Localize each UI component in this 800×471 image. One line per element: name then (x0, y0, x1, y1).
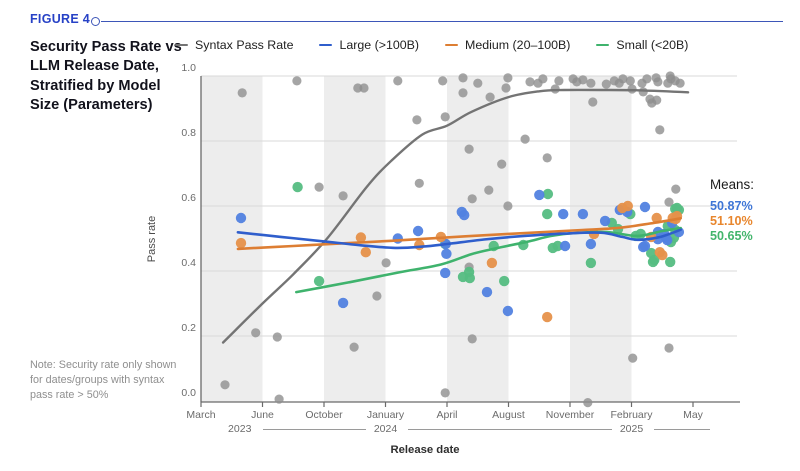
chart-title: Security Pass Rate vs LLM Release Date, … (30, 39, 182, 114)
y-tick-label: 0.0 (181, 387, 196, 399)
y-tick-label: 0.6 (181, 192, 196, 204)
y-tick-label: 1.0 (181, 62, 196, 74)
mean-value-large: 50.87% (710, 199, 753, 213)
means-label: Means: (710, 177, 754, 192)
x-tick-label: May (683, 409, 703, 421)
x-tick-label: November (545, 409, 595, 421)
legend-dash-icon (596, 43, 610, 47)
legend-dash-icon (445, 43, 459, 47)
x-tick-label: April (436, 409, 458, 421)
x-year-label: 2023 (228, 423, 252, 435)
trend-line-3 (295, 226, 682, 294)
points-syntax (220, 71, 685, 408)
header-rule-line (101, 21, 783, 22)
mean-value-small: 50.65% (710, 229, 753, 243)
year-connector-line (654, 429, 710, 430)
x-year-label: 2024 (373, 423, 398, 435)
header-rule-circle-icon (91, 17, 100, 26)
trend-line-1 (236, 228, 682, 250)
chart-note: Note: Security rate only shown for dates… (30, 359, 177, 402)
legend-item-syntax-pass-rate: Syntax Pass Rate (175, 38, 293, 52)
y-tick-label: 0.4 (181, 257, 196, 269)
legend-label: Small (<20B) (616, 38, 689, 52)
x-tick-label: January (366, 409, 405, 421)
means-panel: Means: 50.87% 51.10% 50.65% (710, 177, 754, 244)
x-tick-label: February (610, 409, 653, 421)
y-tick-label: 0.2 (181, 322, 196, 334)
x-tick-label: August (492, 409, 525, 421)
mean-value-medium: 51.10% (710, 214, 753, 228)
trend-line-2 (236, 217, 682, 251)
chart-legend: Syntax Pass Rate Large (>100B) Medium (2… (175, 38, 688, 52)
year-connector-line (263, 429, 366, 430)
legend-label: Medium (20–100B) (465, 38, 571, 52)
figure-label: FIGURE 4 (30, 12, 91, 26)
legend-item-small: Small (<20B) (596, 38, 688, 52)
x-year-label: 2025 (619, 423, 644, 435)
legend-dash-icon (319, 43, 333, 47)
x-tick-label: June (251, 409, 274, 421)
axes (200, 76, 740, 407)
trend-line-syntax (221, 88, 690, 344)
year-connector-line (408, 429, 612, 430)
legend-item-medium: Medium (20–100B) (445, 38, 570, 52)
x-tick-label: March (186, 409, 216, 421)
legend-label: Large (>100B) (339, 38, 420, 52)
legend-label: Syntax Pass Rate (195, 38, 294, 52)
y-tick-label: 0.8 (181, 127, 196, 139)
legend-dash-icon (175, 43, 188, 47)
x-tick-label: October (305, 409, 343, 421)
legend-item-large: Large (>100B) (319, 38, 419, 52)
y-axis-title: Pass rate (146, 215, 158, 263)
x-axis-title: Release date (390, 444, 460, 456)
